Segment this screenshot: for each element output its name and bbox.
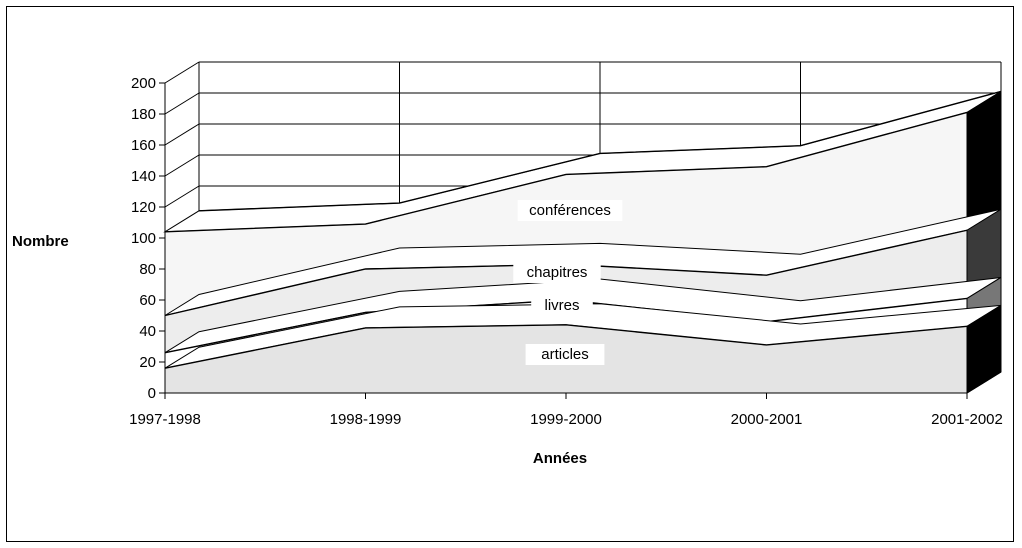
x-tick-label: 2001-2002 [931,411,1003,428]
series-label-1: articles [541,346,589,363]
grid-depth-line [164,61,200,84]
series-label-3: chapitres [527,264,588,281]
grid-depth-line [164,154,200,177]
floor-right-edge [966,371,1002,394]
series-label-bg [531,295,593,316]
y-tick-label: 160 [131,137,156,154]
series-label-2: livres [544,297,579,314]
label-layer: articles livres chapitres conférences [513,200,623,365]
y-tick-label: 120 [131,199,156,216]
x-tick-label: 2000-2001 [731,411,803,428]
y-tick-label: 140 [131,168,156,185]
top-back-edge [198,90,1002,212]
y-tick-label: 200 [131,75,156,92]
series-label-bg [513,262,601,283]
series-side-face-4 [966,90,1002,232]
y-tick-label: 60 [139,292,156,309]
y-tick-label: 100 [131,230,156,247]
y-tick-label: 80 [139,261,156,278]
series-line-4 [164,111,968,233]
y-tick-label: 180 [131,106,156,123]
x-tick-label: 1997-1998 [129,411,201,428]
series-label-bg [525,344,605,365]
y-axis-title: Nombre [12,233,69,250]
grid-depth-line [164,185,200,208]
grid-depth-line [164,92,200,115]
axis-layer: 0 20 40 60 80 100 120 140 160 180 200 1997-1998 1998… [129,75,1003,428]
grid-depth-line [164,123,200,146]
series-label-bg [517,200,623,221]
series-label-4: conférences [529,202,611,219]
y-tick-label: 0 [148,385,156,402]
x-axis-title: Années [533,450,587,467]
y-tick-label: 40 [139,323,156,340]
x-tick-label: 1999-2000 [530,411,602,428]
x-tick-label: 1998-1999 [330,411,402,428]
y-tick-label: 20 [139,354,156,371]
series-line-1 [164,324,968,369]
